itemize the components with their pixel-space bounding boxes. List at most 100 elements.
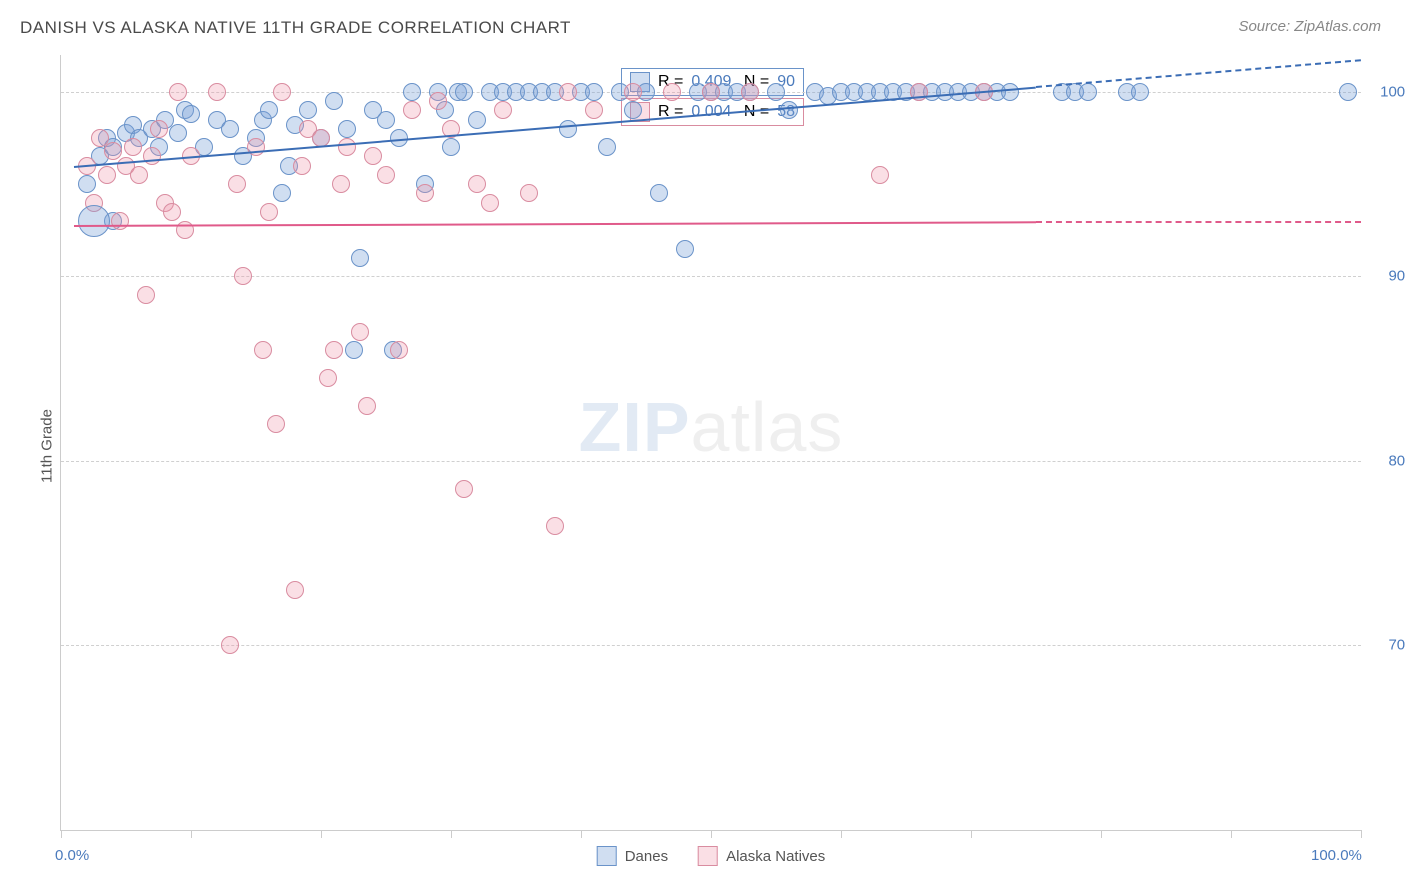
- scatter-point: [234, 267, 252, 285]
- chart-area: ZIPatlas R = 0.409 N = 90 R = 0.004 N = …: [60, 55, 1361, 831]
- scatter-point: [1079, 83, 1097, 101]
- watermark-atlas: atlas: [691, 388, 844, 466]
- scatter-point: [228, 175, 246, 193]
- scatter-point: [163, 203, 181, 221]
- scatter-point: [351, 249, 369, 267]
- gridline: [61, 461, 1361, 462]
- scatter-point: [169, 83, 187, 101]
- xtick-mark: [191, 830, 192, 838]
- xtick-mark: [1101, 830, 1102, 838]
- scatter-point: [169, 124, 187, 142]
- scatter-point: [429, 92, 447, 110]
- watermark: ZIPatlas: [579, 387, 844, 467]
- scatter-point: [767, 83, 785, 101]
- scatter-point: [338, 138, 356, 156]
- scatter-point: [559, 120, 577, 138]
- scatter-point: [624, 83, 642, 101]
- scatter-point: [351, 323, 369, 341]
- ytick-label: 80.0%: [1388, 452, 1406, 469]
- xtick-mark: [971, 830, 972, 838]
- scatter-point: [585, 83, 603, 101]
- legend-item-alaska: Alaska Natives: [698, 846, 825, 866]
- scatter-point: [130, 166, 148, 184]
- xtick-mark: [451, 830, 452, 838]
- scatter-point: [293, 157, 311, 175]
- scatter-point: [624, 101, 642, 119]
- scatter-point: [104, 142, 122, 160]
- scatter-point: [663, 83, 681, 101]
- scatter-point: [273, 184, 291, 202]
- legend-label: Danes: [625, 848, 668, 865]
- watermark-zip: ZIP: [579, 388, 691, 466]
- scatter-point: [676, 240, 694, 258]
- scatter-point: [182, 105, 200, 123]
- scatter-point: [455, 480, 473, 498]
- gridline: [61, 276, 1361, 277]
- legend-swatch-blue: [597, 846, 617, 866]
- legend-item-danes: Danes: [597, 846, 668, 866]
- scatter-point: [325, 341, 343, 359]
- scatter-point: [319, 369, 337, 387]
- scatter-point: [546, 517, 564, 535]
- scatter-point: [111, 212, 129, 230]
- scatter-point: [98, 166, 116, 184]
- scatter-point: [247, 138, 265, 156]
- y-axis-label: 11th Grade: [38, 409, 55, 483]
- ytick-label: 70.0%: [1388, 637, 1406, 654]
- xtick-mark: [1361, 830, 1362, 838]
- scatter-point: [332, 175, 350, 193]
- stats-box-alaska: R = 0.004 N = 58: [621, 98, 804, 126]
- scatter-point: [702, 83, 720, 101]
- scatter-point: [741, 83, 759, 101]
- scatter-point: [208, 83, 226, 101]
- scatter-point: [150, 120, 168, 138]
- ytick-label: 90.0%: [1388, 268, 1406, 285]
- scatter-point: [585, 101, 603, 119]
- scatter-point: [416, 184, 434, 202]
- trend-line-dashed: [1036, 221, 1361, 223]
- xtick-label: 100.0%: [1311, 847, 1362, 864]
- scatter-point: [871, 166, 889, 184]
- scatter-point: [260, 101, 278, 119]
- scatter-point: [1339, 83, 1357, 101]
- xtick-mark: [61, 830, 62, 838]
- scatter-point: [78, 175, 96, 193]
- scatter-point: [377, 166, 395, 184]
- scatter-point: [325, 92, 343, 110]
- trend-line: [74, 221, 1036, 227]
- scatter-point: [1131, 83, 1149, 101]
- scatter-point: [267, 415, 285, 433]
- scatter-point: [455, 83, 473, 101]
- scatter-point: [494, 101, 512, 119]
- scatter-point: [403, 101, 421, 119]
- scatter-point: [137, 286, 155, 304]
- xtick-mark: [711, 830, 712, 838]
- scatter-point: [124, 138, 142, 156]
- scatter-point: [221, 636, 239, 654]
- scatter-point: [559, 83, 577, 101]
- scatter-point: [468, 111, 486, 129]
- xtick-mark: [1231, 830, 1232, 838]
- scatter-point: [377, 111, 395, 129]
- scatter-point: [598, 138, 616, 156]
- scatter-point: [358, 397, 376, 415]
- xtick-mark: [321, 830, 322, 838]
- scatter-point: [338, 120, 356, 138]
- gridline: [61, 645, 1361, 646]
- scatter-point-large: [78, 205, 110, 237]
- legend-label: Alaska Natives: [726, 848, 825, 865]
- source-label: Source: ZipAtlas.com: [1238, 18, 1381, 35]
- scatter-point: [273, 83, 291, 101]
- scatter-point: [143, 147, 161, 165]
- scatter-point: [286, 581, 304, 599]
- scatter-point: [390, 341, 408, 359]
- scatter-point: [299, 101, 317, 119]
- legend-swatch-pink: [698, 846, 718, 866]
- xtick-mark: [841, 830, 842, 838]
- ytick-label: 100.0%: [1380, 83, 1406, 100]
- scatter-point: [442, 138, 460, 156]
- legend: Danes Alaska Natives: [597, 846, 826, 866]
- scatter-point: [364, 147, 382, 165]
- scatter-point: [520, 184, 538, 202]
- scatter-point: [254, 341, 272, 359]
